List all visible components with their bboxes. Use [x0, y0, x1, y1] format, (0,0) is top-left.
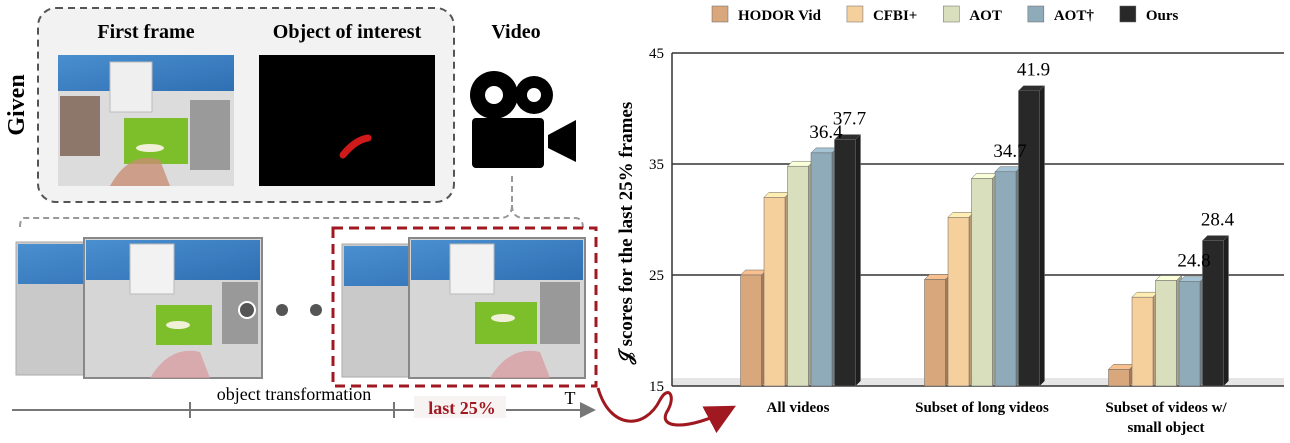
- bar: [787, 165, 809, 387]
- connector-right: [511, 204, 584, 229]
- data-label: 36.4: [809, 122, 843, 143]
- legend-swatch: [846, 5, 864, 23]
- last-25-label: last 25%: [428, 398, 496, 418]
- bars: [739, 85, 1230, 387]
- x-axis: All videos Subset of long videos Subset of…: [767, 400, 1228, 436]
- bar: [740, 274, 762, 387]
- bar-side: [1223, 234, 1229, 387]
- video-camera-icon: [470, 71, 576, 168]
- legend-label: CFBI+: [873, 8, 917, 24]
- legend-swatch: [943, 5, 960, 23]
- bar: [924, 279, 946, 387]
- legend-swatch: [711, 5, 729, 23]
- legend-label: AOT†: [1054, 8, 1095, 24]
- category-label: All videos: [767, 400, 830, 416]
- ellipsis-dots: [238, 301, 322, 319]
- legend-label: Ours: [1146, 8, 1179, 24]
- category-label: Subset of videos w/: [1105, 400, 1227, 416]
- legend-swatch: [1119, 5, 1137, 23]
- category-label: Subset of long videos: [915, 400, 1049, 416]
- given-label: Given: [4, 74, 30, 135]
- bar: [810, 152, 833, 387]
- data-label: 41.9: [1017, 60, 1050, 81]
- bar-side: [1039, 85, 1045, 387]
- bar: [834, 139, 856, 387]
- first-frame-label: First frame: [97, 21, 194, 43]
- y-tick-label: 15: [649, 379, 664, 395]
- transition-arrow: [596, 387, 736, 434]
- bar: [1131, 296, 1154, 387]
- bar: [947, 217, 970, 387]
- object-transformation-label: object transformation: [217, 384, 371, 404]
- y-axis-label: 𝒥 scores for the last 25% frames: [616, 102, 637, 366]
- legend: HODOR Vid CFBI+ AOT AOT† Ours: [711, 5, 1179, 24]
- y-tick-label: 45: [649, 46, 664, 62]
- given-panel: Given First frame Object of interest Vid…: [4, 7, 736, 434]
- data-labels: 36.437.7 34.7 41.9 24.8 28.4: [809, 60, 1234, 272]
- data-label: 34.7: [993, 141, 1026, 162]
- bar: [994, 171, 1017, 387]
- bar: [763, 197, 786, 387]
- category-label: small object: [1127, 420, 1204, 436]
- bar: [1108, 369, 1130, 387]
- bar-chart: HODOR Vid CFBI+ AOT AOT† Ours 15 25 35 45 𝒥 sco…: [616, 5, 1284, 436]
- connector-left: [19, 176, 513, 229]
- bar: [1155, 280, 1177, 387]
- object-mask-image: [259, 55, 435, 186]
- data-label: 37.7: [833, 109, 866, 130]
- frame-stack-start: [15, 237, 263, 379]
- legend-label: HODOR Vid: [738, 8, 822, 24]
- y-tick-label: 25: [649, 268, 664, 284]
- bar: [971, 178, 993, 387]
- time-label: T: [565, 388, 576, 408]
- bar-side: [855, 133, 861, 387]
- bar: [1178, 281, 1201, 387]
- video-label: Video: [491, 21, 540, 43]
- y-axis: 15 25 35 45: [649, 46, 673, 395]
- data-label: 24.8: [1177, 251, 1210, 272]
- legend-label: AOT: [969, 8, 1002, 24]
- legend-swatch: [1027, 5, 1045, 23]
- bar: [1018, 90, 1040, 387]
- bar: [1202, 240, 1224, 387]
- y-tick-label: 35: [649, 157, 664, 173]
- object-label: Object of interest: [273, 21, 422, 43]
- frame-stack-end: [341, 237, 586, 379]
- data-label: 28.4: [1201, 210, 1235, 231]
- first-frame-image: [58, 55, 234, 186]
- last-segment-highlight: [331, 226, 598, 388]
